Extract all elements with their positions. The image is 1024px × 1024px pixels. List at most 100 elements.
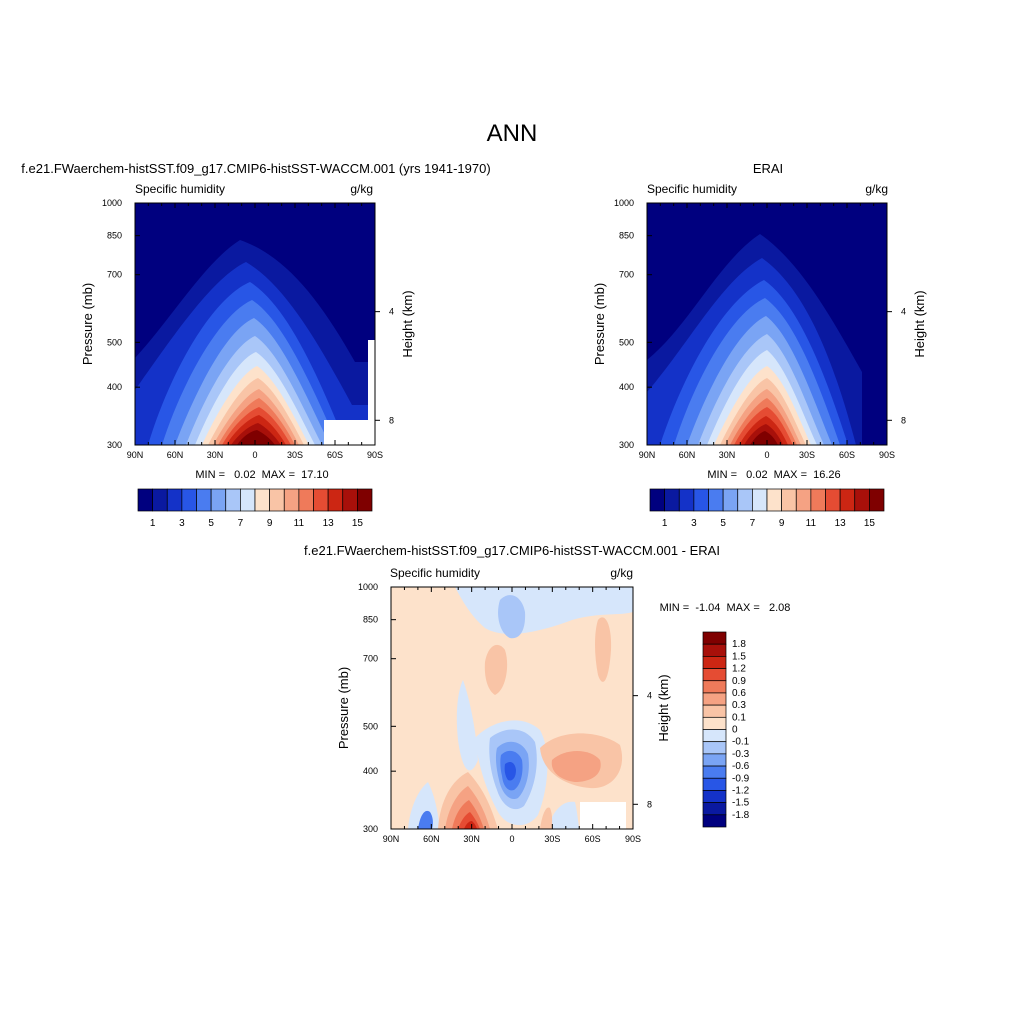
- colorbar-box: [702, 631, 727, 645]
- y-tick-label: 300: [363, 824, 378, 834]
- colorbar-label: 0.6: [732, 688, 746, 699]
- colorbar-label: -1.8: [732, 810, 750, 821]
- colorbar-box: [313, 488, 329, 512]
- heatmap-erai: [647, 203, 887, 445]
- colorbar-box: [196, 488, 212, 512]
- contour-positive-sh-upper: [595, 617, 612, 682]
- colorbar-label: -0.9: [732, 773, 750, 784]
- colorbar-label: 3: [691, 518, 697, 529]
- x-tick-label: 90S: [367, 450, 383, 460]
- x-tick-label: 30N: [207, 450, 224, 460]
- colorbar-box: [795, 488, 812, 512]
- y2-tick-label: 8: [647, 799, 652, 809]
- x-tick-label: 90S: [879, 450, 895, 460]
- colorbar-box: [810, 488, 826, 512]
- colorbar-box: [225, 488, 241, 512]
- x-tick-label: 60N: [167, 450, 184, 460]
- panel-title: ERAI: [753, 161, 783, 176]
- x-tick-label: 90N: [639, 450, 656, 460]
- y-tick-label: 700: [107, 270, 122, 280]
- colorbar-box: [702, 668, 727, 682]
- colorbar-box: [702, 716, 727, 730]
- x-tick-label: 30S: [799, 450, 815, 460]
- y-axis-label: Pressure (mb): [592, 283, 607, 365]
- x-tick-label: 90N: [383, 834, 400, 844]
- y2-axis-label: Height (km): [400, 290, 415, 357]
- colorbar-label: -0.6: [732, 761, 750, 772]
- colorbar-box: [722, 488, 739, 512]
- y2-axis-label: Height (km): [656, 674, 671, 741]
- y-tick-label: 1000: [358, 582, 378, 592]
- min-max-stats: MIN = -1.04 MAX = 2.08: [660, 602, 791, 614]
- colorbar-box: [702, 790, 727, 803]
- colorbar-label: 0: [732, 725, 738, 736]
- colorbar-box: [283, 488, 300, 512]
- contour-negative-strip: [456, 680, 478, 771]
- contour-positive-sh-core: [551, 751, 601, 782]
- x-tick-label: 0: [764, 450, 769, 460]
- y2-tick-label: 4: [647, 691, 652, 701]
- heatmap-model: [135, 203, 376, 446]
- contour-negative-left-core: [418, 810, 433, 829]
- y-axis: 300 400 500 700 850 1000: [614, 198, 652, 450]
- colorbar-box: [702, 704, 727, 718]
- colorbar-box: [702, 729, 727, 743]
- colorbar-box: [702, 753, 727, 767]
- panel-erai: ERAI Specific humidity g/kg 90N 60N 30N 0 30…: [592, 161, 927, 529]
- y-axis-label: Pressure (mb): [336, 667, 351, 749]
- colorbar-label: 1.2: [732, 664, 746, 675]
- panel-title: f.e21.FWaerchem-histSST.f09_g17.CMIP6-hi…: [304, 543, 720, 558]
- min-max-stats: MIN = 0.02 MAX = 16.26: [707, 469, 840, 481]
- colorbar-box: [702, 741, 727, 755]
- colorbar-box: [839, 488, 856, 512]
- panel-units-label: g/kg: [865, 182, 888, 196]
- colorbar-label: 11: [806, 518, 817, 529]
- x-axis: 90N 60N 30N 0 30S 60S 90S: [639, 203, 895, 460]
- colorbar-box: [737, 488, 753, 512]
- contour-positive-right: [540, 807, 553, 829]
- colorbar-box: [702, 680, 727, 694]
- colorbar: 1 3 5 7 9 11 13 15: [137, 488, 373, 529]
- colorbar-box: [342, 488, 358, 512]
- colorbar-box: [210, 488, 227, 512]
- contour-band-15: [750, 431, 778, 445]
- y2-tick-label: 4: [901, 307, 906, 317]
- missing-data-region: [368, 340, 376, 446]
- panel-left-label: Specific humidity: [390, 566, 480, 580]
- y2-axis: 48: [887, 307, 906, 425]
- x-tick-label: 30N: [719, 450, 736, 460]
- panel-left-label: Specific humidity: [647, 182, 737, 196]
- y2-tick-label: 8: [901, 415, 906, 425]
- x-axis: 90N 60N 30N 0 30S 60S 90S: [127, 203, 383, 460]
- colorbar-box: [781, 488, 797, 512]
- missing-data-region: [580, 802, 626, 829]
- x-tick-label: 0: [252, 450, 257, 460]
- colorbar-box: [825, 488, 841, 512]
- colorbar-label: 5: [208, 518, 214, 529]
- colorbar-box: [766, 488, 782, 512]
- colorbar-label: 0.3: [732, 700, 746, 711]
- colorbar-label: 1.8: [732, 639, 746, 650]
- y-tick-label: 300: [619, 440, 634, 450]
- colorbar-box: [664, 488, 680, 512]
- colorbar: 1.81.51.20.90.60.30.10-0.1-0.3-0.6-0.9-1…: [702, 631, 750, 828]
- colorbar-label: -0.1: [732, 737, 750, 748]
- colorbar-box: [702, 643, 727, 657]
- colorbar-box: [240, 488, 256, 512]
- colorbar-box: [152, 488, 168, 512]
- colorbar-label: -1.5: [732, 798, 750, 809]
- colorbar-label: 1.5: [732, 651, 746, 662]
- heatmap-difference: [391, 587, 633, 829]
- y2-tick-label: 8: [389, 415, 394, 425]
- x-tick-label: 90N: [127, 450, 144, 460]
- colorbar-box: [702, 802, 727, 816]
- colorbar-box: [298, 488, 314, 512]
- min-max-stats: MIN = 0.02 MAX = 17.10: [195, 469, 328, 481]
- contour-negative-sh: [548, 801, 580, 829]
- colorbar-box: [693, 488, 709, 512]
- x-tick-label: 30S: [287, 450, 303, 460]
- colorbar-label: -0.3: [732, 749, 750, 760]
- colorbar-box: [254, 488, 270, 512]
- panel-difference: f.e21.FWaerchem-histSST.f09_g17.CMIP6-hi…: [304, 543, 790, 844]
- missing-data-region: [324, 420, 376, 446]
